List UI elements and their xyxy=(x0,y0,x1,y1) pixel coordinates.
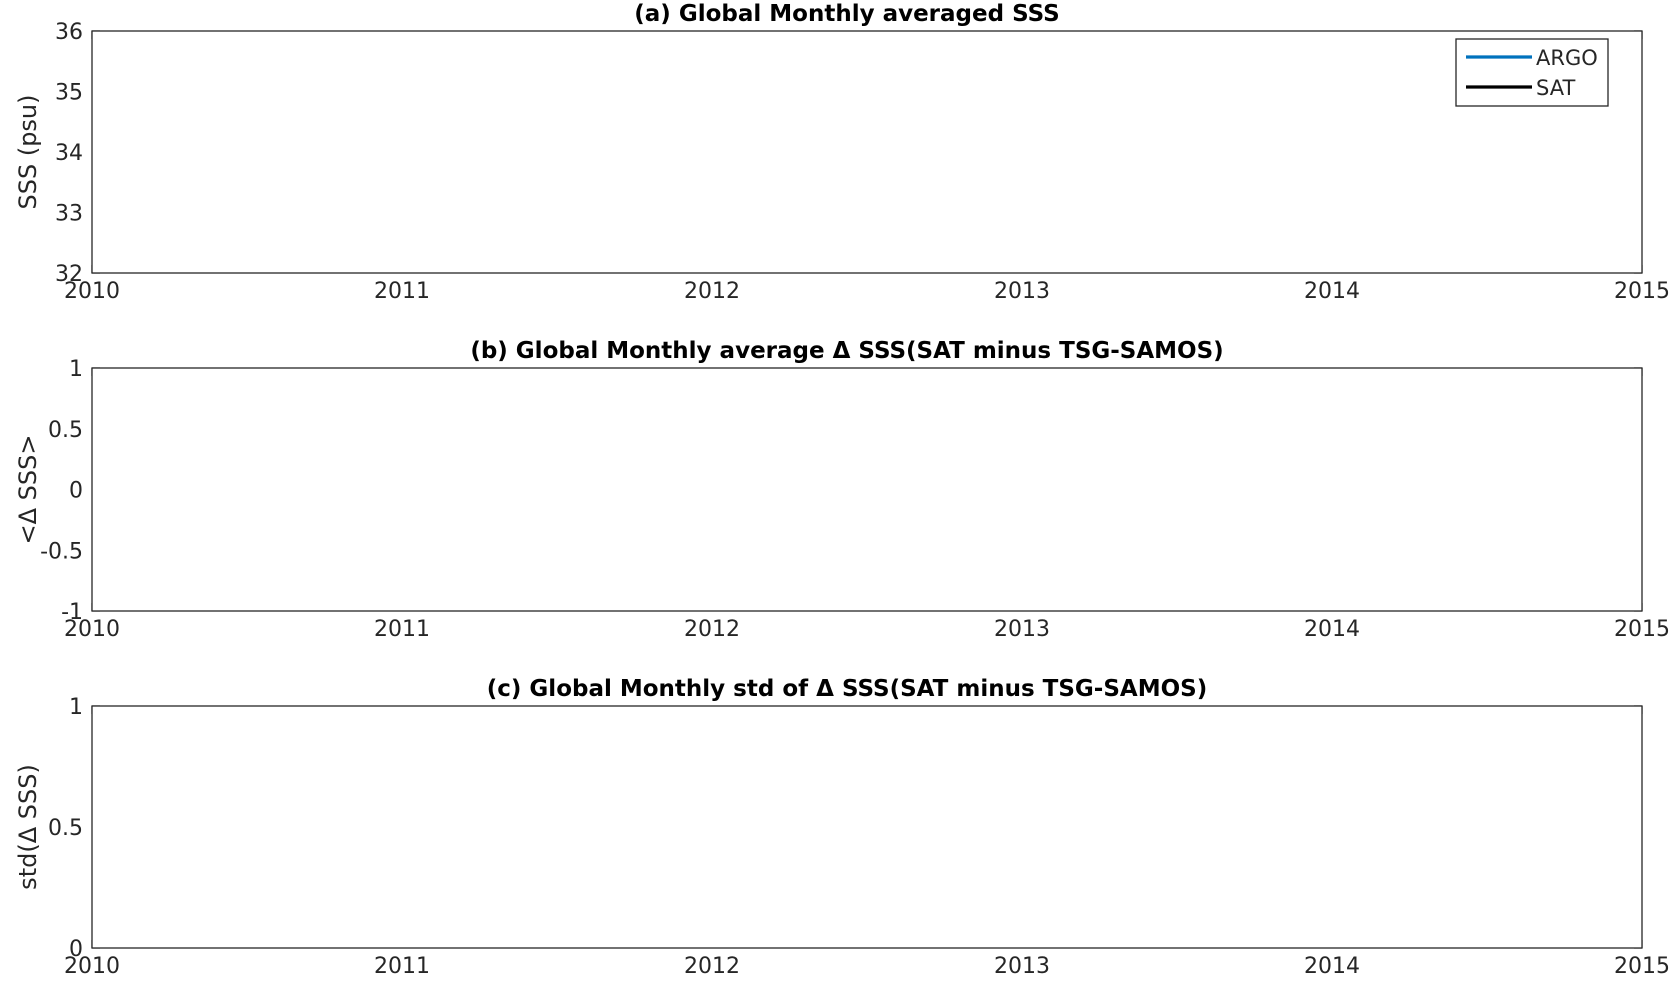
x-tick-label: 2014 xyxy=(1304,617,1360,642)
x-tick-label: 2015 xyxy=(1614,954,1670,979)
y-tick-label: 36 xyxy=(55,20,83,45)
x-tick-label: 2012 xyxy=(684,279,740,304)
x-tick-label: 2013 xyxy=(994,617,1050,642)
y-tick-label: 1 xyxy=(69,357,83,382)
x-tick-label: 2014 xyxy=(1304,954,1360,979)
y-tick-label: 0 xyxy=(69,937,83,962)
legend-label-argo: ARGO xyxy=(1536,46,1598,70)
x-tick-label: 2014 xyxy=(1304,279,1360,304)
legend-label-sat: SAT xyxy=(1536,76,1575,100)
legend-box xyxy=(1455,38,1609,107)
y-tick-label: -0.5 xyxy=(40,539,83,564)
y-tick-label: 35 xyxy=(55,81,83,106)
x-tick-label: 2012 xyxy=(684,954,740,979)
axes-frame xyxy=(91,30,1643,274)
x-tick-label: 2012 xyxy=(684,617,740,642)
panel-b: 2010 2011 2012 2013 2014 2015 -1 -0.5 0 0.5 1 (b) G… xyxy=(14,338,1670,642)
y-tick-label: 33 xyxy=(55,202,83,227)
x-tick-label: 2015 xyxy=(1614,617,1670,642)
chart-title: (a) Global Monthly averaged SSS xyxy=(634,1,1059,27)
x-tick-label: 2010 xyxy=(64,954,120,979)
y-tick-label: -1 xyxy=(61,600,83,625)
axes-frame xyxy=(91,705,1643,949)
x-tick-label: 2011 xyxy=(374,279,430,304)
y-axis-label: SSS (psu) xyxy=(14,94,42,209)
axes-frame xyxy=(91,367,1643,612)
y-tick-label: 0.5 xyxy=(48,816,83,841)
x-tick-label: 2013 xyxy=(994,279,1050,304)
chart-title: (c) Global Monthly std of Δ SSS(SAT minu… xyxy=(487,676,1207,702)
x-tick-label: 2010 xyxy=(64,279,120,304)
y-axis-label: <Δ SSS> xyxy=(14,435,42,545)
x-tick-label: 2011 xyxy=(374,954,430,979)
x-tick-label: 2015 xyxy=(1614,279,1670,304)
panel-c: 2010 2011 2012 2013 2014 2015 0 0.5 1 (c) Global … xyxy=(14,676,1670,979)
x-tick-label: 2013 xyxy=(994,954,1050,979)
x-tick-label: 2011 xyxy=(374,617,430,642)
y-tick-label: 1 xyxy=(69,695,83,720)
y-tick-label: 34 xyxy=(55,141,83,166)
y-axis-label: std(Δ SSS) xyxy=(14,764,42,890)
y-tick-label: 0 xyxy=(69,479,83,504)
y-tick-label: 32 xyxy=(55,262,83,287)
y-tick-label: 0.5 xyxy=(48,418,83,443)
chart-title: (b) Global Monthly average Δ SSS(SAT min… xyxy=(470,338,1223,364)
panel-a: 2010 2011 2012 2013 2014 2015 32 33 34 35 36 (a) Gl… xyxy=(14,1,1670,304)
x-tick-label: 2010 xyxy=(64,617,120,642)
